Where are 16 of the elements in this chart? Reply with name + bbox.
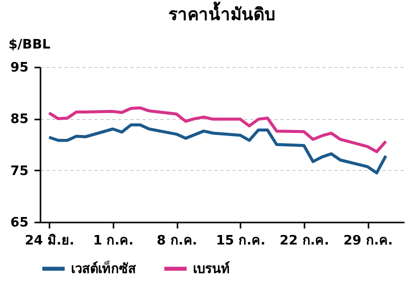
y-tick-label: 75	[10, 164, 28, 179]
y-axis-title: $/BBL	[8, 38, 50, 52]
y-tick-label: 65	[10, 216, 28, 230]
line-series	[48, 106, 388, 154]
y-tick-label: 85	[10, 112, 28, 128]
x-tick-label: 1 ก.ค.	[93, 234, 134, 248]
x-tick-label: 22 ก.ค.	[280, 234, 330, 248]
legend-label: เวสต์เท็กซัส	[71, 258, 136, 277]
line-series	[48, 123, 388, 174]
x-tick-label: 15 ก.ค.	[216, 234, 266, 248]
chart-title: ราคาน้ำมันดิบ	[168, 1, 276, 25]
x-tick-label: 24 มิ.ย.	[24, 234, 74, 248]
x-tick-label: 8 ก.ค.	[156, 234, 198, 248]
legend-label: เบรนท์	[193, 260, 230, 277]
y-tick-label: 95	[10, 60, 28, 76]
x-tick-label: 29 ก.ค.	[343, 234, 393, 248]
